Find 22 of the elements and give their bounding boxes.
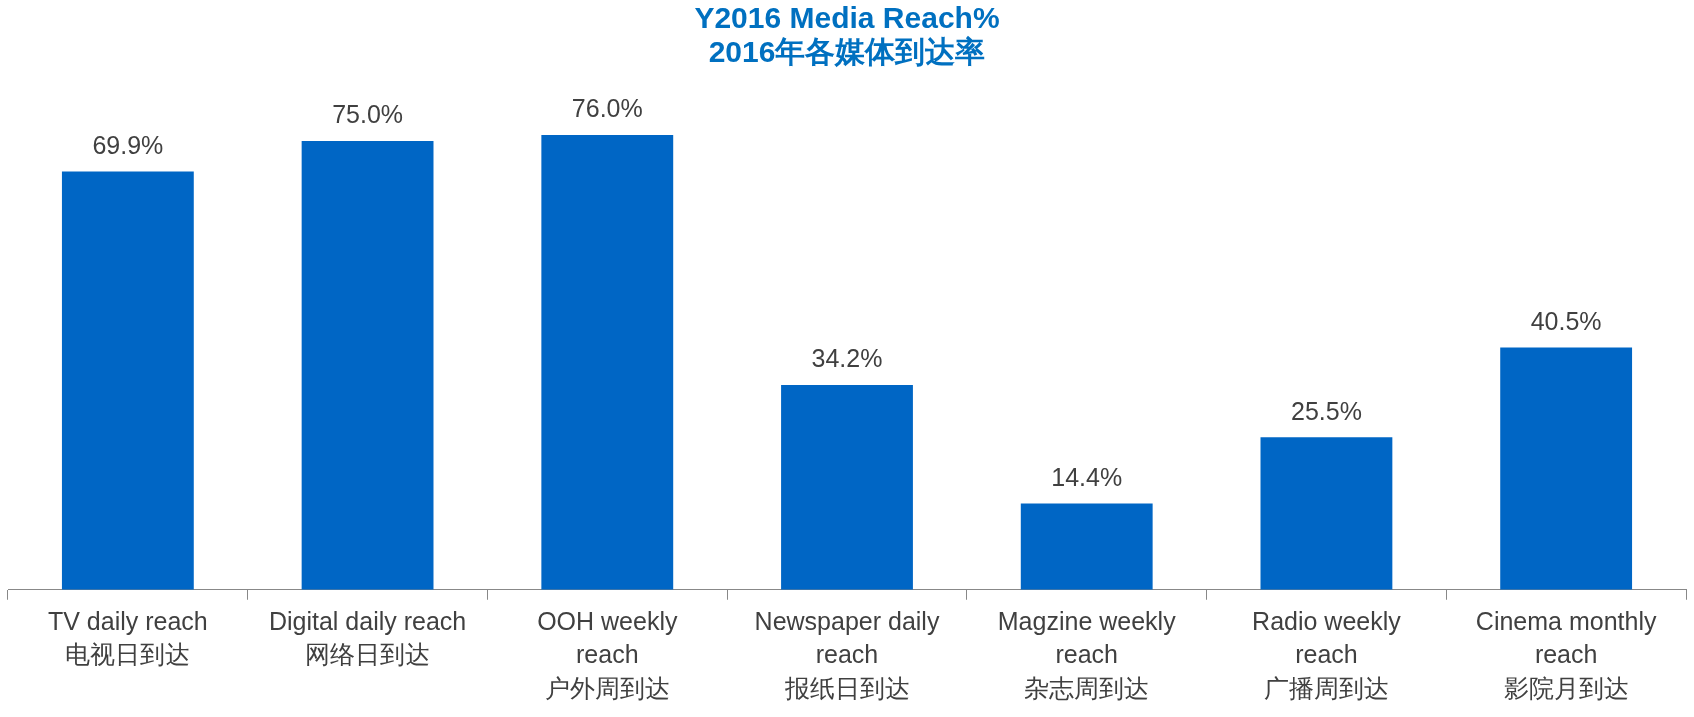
bar [781,385,913,590]
x-tick-label: Magzine weekly reach 杂志周到达 [997,606,1177,703]
x-tick-label: OOH weekly reach 户外周到达 [537,606,678,703]
bar [1020,503,1153,590]
chart-title: Y2016 Media Reach% 2016年各媒体到达率 [694,0,1000,69]
bar [301,140,434,590]
data-label: 75.0% [332,100,404,129]
x-tick-label: Radio weekly reach 广播周到达 [1252,606,1402,703]
data-label: 14.4% [1051,462,1123,491]
data-label: 34.2% [811,344,883,373]
data-label: 25.5% [1290,396,1362,425]
x-tick-label: Cinema monthly reach 影院月到达 [1475,606,1657,703]
bar [1260,437,1393,590]
bar [61,171,194,590]
x-tick-label: Newspaper daily reach 报纸日到达 [754,606,940,703]
data-label: 69.9% [92,130,164,159]
x-tick-label: TV daily reach 电视日到达 [47,606,208,669]
data-label: 76.0% [571,94,643,123]
bar [1500,347,1633,590]
data-label: 40.5% [1530,306,1602,335]
bar [541,134,674,590]
x-tick-label: Digital daily reach 网络日到达 [268,606,467,669]
